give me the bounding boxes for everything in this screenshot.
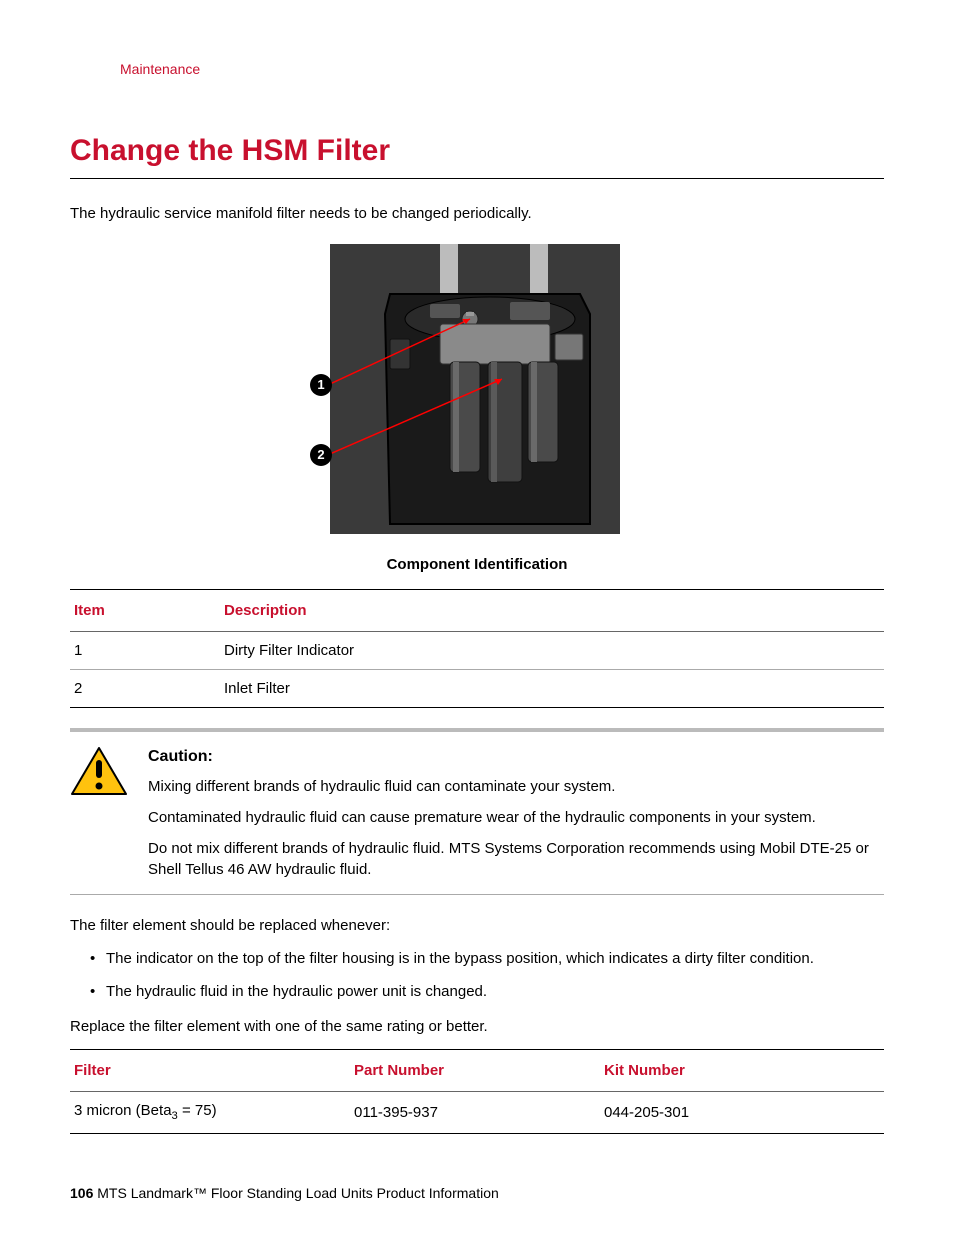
breadcrumb: Maintenance <box>120 60 884 80</box>
hsm-filter-illustration <box>330 244 620 534</box>
table-header: Item <box>70 589 220 631</box>
caution-paragraph: Contaminated hydraulic fluid can cause p… <box>148 807 884 828</box>
warning-icon <box>70 746 128 798</box>
list-item: The indicator on the top of the filter h… <box>90 948 884 969</box>
page-title: Change the HSM Filter <box>70 130 884 179</box>
table-header: Kit Number <box>600 1049 884 1091</box>
table-row: 2Inlet Filter <box>70 669 884 707</box>
table-header: Filter <box>70 1049 350 1091</box>
page-footer: 106 MTS Landmark™ Floor Standing Load Un… <box>70 1184 884 1204</box>
callout-badge-2: 2 <box>310 444 332 466</box>
replace-intro: The filter element should be replaced wh… <box>70 915 884 936</box>
caution-heading: Caution: <box>148 746 884 768</box>
table-cell: 1 <box>70 631 220 669</box>
table-cell: Dirty Filter Indicator <box>220 631 884 669</box>
intro-paragraph: The hydraulic service manifold filter ne… <box>70 203 884 224</box>
replace-note: Replace the filter element with one of t… <box>70 1016 884 1037</box>
replace-conditions-list: The indicator on the top of the filter h… <box>70 948 884 1002</box>
table-row: 3 micron (Beta3 = 75)011-395-937044-205-… <box>70 1091 884 1133</box>
component-table: ItemDescription 1Dirty Filter Indicator2… <box>70 589 884 708</box>
callout-badge-1: 1 <box>310 374 332 396</box>
caution-paragraph: Do not mix different brands of hydraulic… <box>148 838 884 880</box>
table-cell: 2 <box>70 669 220 707</box>
table-header: Part Number <box>350 1049 600 1091</box>
table-cell: 3 micron (Beta3 = 75) <box>70 1091 350 1133</box>
caution-block: Caution: Mixing different brands of hydr… <box>70 728 884 895</box>
footer-text: MTS Landmark™ Floor Standing Load Units … <box>93 1185 498 1201</box>
table-row: 1Dirty Filter Indicator <box>70 631 884 669</box>
caution-paragraph: Mixing different brands of hydraulic flu… <box>148 776 884 797</box>
component-figure: 12 <box>70 244 884 534</box>
table-header: Description <box>220 589 884 631</box>
table-cell: Inlet Filter <box>220 669 884 707</box>
part-table: FilterPart NumberKit Number 3 micron (Be… <box>70 1049 884 1134</box>
table-cell: 044-205-301 <box>600 1091 884 1133</box>
table-cell: 011-395-937 <box>350 1091 600 1133</box>
list-item: The hydraulic fluid in the hydraulic pow… <box>90 981 884 1002</box>
page-number: 106 <box>70 1185 93 1201</box>
figure-caption: Component Identification <box>70 554 884 575</box>
